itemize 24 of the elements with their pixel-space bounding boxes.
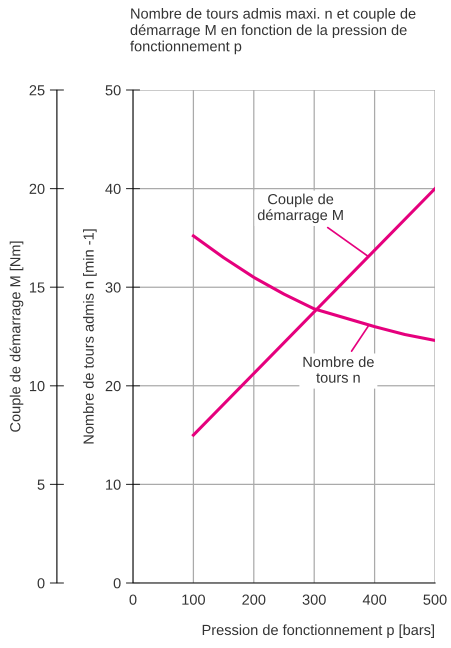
x-axis-title: Pression de fonctionnement p [bars]: [202, 624, 434, 638]
y2-tick-label: 10: [30, 380, 45, 392]
y2-tick-label: 0: [38, 578, 45, 588]
x-tick-label: 300: [302, 594, 326, 605]
y-tick-label: 40: [105, 184, 121, 194]
y-tick-label: 30: [106, 282, 121, 293]
y2-tick-label: 15: [30, 282, 44, 293]
y2-tick-label: 5: [38, 480, 44, 490]
y-tick-label: 50: [106, 85, 121, 96]
x-tick-label: 200: [242, 594, 266, 605]
x-tick-label: 400: [362, 594, 386, 605]
x-tick-label: 100: [182, 594, 205, 605]
annotation: Nombre de tours n: [303, 356, 374, 383]
x-tick-label: 0: [130, 594, 136, 605]
chart-title: Nombre de tours admis maxi. n et couple de démarrage M en fonction de la pression de fonctionnement p: [130, 8, 416, 54]
y2-tick-label: 25: [30, 85, 44, 96]
y2-tick-label: 20: [30, 184, 45, 194]
y-tick-label: 10: [106, 480, 121, 490]
x-tick-label: 500: [423, 594, 447, 605]
y2-axis-title: Couple de démarrage M [Nm]: [10, 241, 24, 432]
annotation: Couple de démarrage M: [258, 194, 343, 224]
y-tick-label: 20: [106, 380, 121, 392]
y-tick-label: 0: [114, 578, 121, 588]
y-axis-title: Nombre de tours admis n [min -1]: [83, 229, 97, 444]
